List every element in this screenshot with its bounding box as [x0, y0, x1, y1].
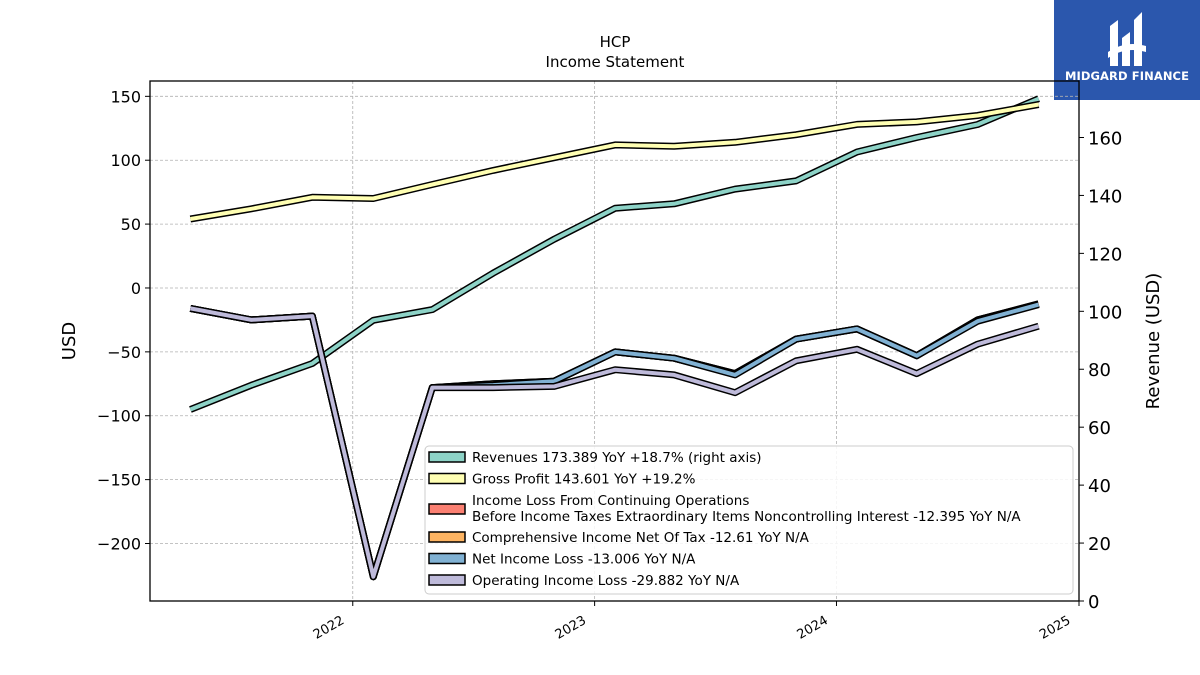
y-tick-label: −150 [97, 471, 141, 490]
y-tick-label: 50 [121, 215, 141, 234]
y-tick-label: 100 [110, 151, 141, 170]
chart-subtitle: Income Statement [546, 53, 685, 71]
y-tick-label: −100 [97, 407, 141, 426]
y-axis-label: USD [59, 322, 80, 360]
legend: Revenues 173.389 YoY +18.7% (right axis)… [424, 445, 1074, 595]
y-right-tick-label: 160 [1088, 128, 1122, 149]
legend-label: Comprehensive Income Net Of Tax -12.61 Y… [472, 530, 810, 546]
legend-swatch [428, 472, 466, 485]
series-lines [189, 95, 1040, 581]
chart-title: HCP [600, 33, 631, 51]
brand-logo: MIDGARD FINANCE [1054, 0, 1200, 100]
series-line-operating-income-loss [190, 306, 1040, 579]
y-right-tick-label: 20 [1088, 534, 1111, 555]
legend-label: Revenues 173.389 YoY +18.7% (right axis) [472, 450, 762, 466]
y-tick-label: −50 [107, 343, 141, 362]
y-right-tick-label: 80 [1088, 360, 1111, 381]
plot-frame [149, 80, 1080, 602]
grid-lines [150, 81, 1079, 601]
y-tick-label: 150 [110, 87, 141, 106]
y-tick-label: 0 [131, 279, 141, 298]
x-tick-label: 2023 [553, 613, 589, 643]
y-axis-label-right: Revenue (USD) [1143, 273, 1164, 410]
y-right-tick-label: 0 [1088, 592, 1099, 613]
legend-swatch [428, 503, 466, 515]
x-tick-label: 2025 [1037, 613, 1073, 643]
legend-label: Before Income Taxes Extraordinary Items … [472, 509, 1021, 525]
legend-label: Income Loss From Continuing Operations [472, 493, 749, 509]
y-right-tick-label: 40 [1088, 476, 1111, 497]
y-tick-label: −200 [97, 535, 141, 554]
x-tick-label: 2022 [311, 613, 347, 643]
series-line-gross-profit [190, 102, 1039, 221]
legend-label: Operating Income Loss -29.882 YoY N/A [472, 573, 740, 589]
legend-box [424, 445, 1074, 595]
y-right-tick-label: 120 [1088, 244, 1122, 265]
legend-label: Gross Profit 143.601 YoY +19.2% [472, 472, 696, 488]
y-right-tick-label: 140 [1088, 186, 1122, 207]
series-line-revenues [189, 96, 1040, 412]
x-tick-label: 2024 [795, 613, 831, 643]
legend-swatch [428, 552, 466, 565]
legend-swatch [428, 451, 466, 463]
legend-swatch [428, 531, 466, 543]
y-right-tick-label: 60 [1088, 418, 1111, 439]
brand-name: MIDGARD FINANCE [1064, 69, 1190, 83]
midgard-logo-icon [1108, 12, 1146, 66]
legend-label: Net Income Loss -13.006 YoY N/A [472, 552, 696, 568]
y-right-tick-label: 100 [1088, 302, 1122, 323]
legend-swatch [428, 574, 466, 586]
